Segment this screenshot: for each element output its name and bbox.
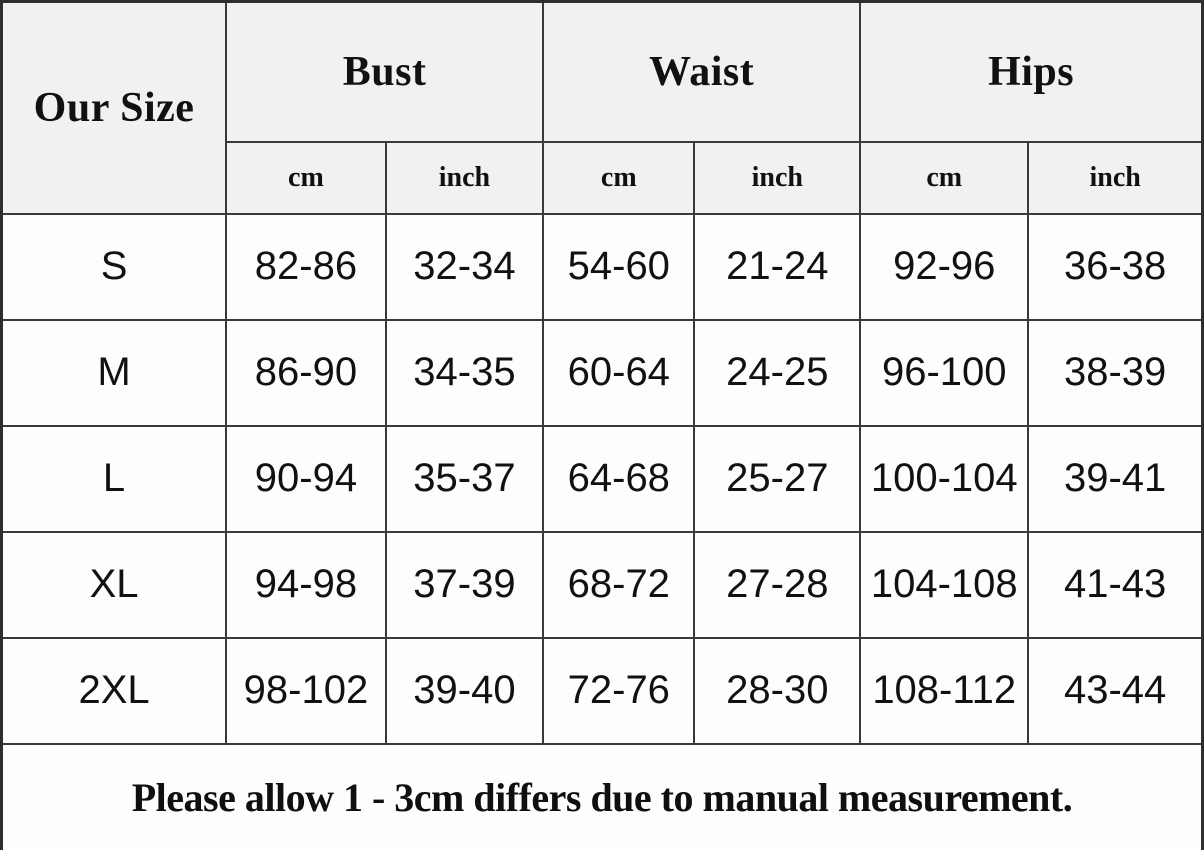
- note-row: Please allow 1 - 3cm differs due to manu…: [0, 742, 1204, 850]
- waist-cm-cell: 68-72: [542, 530, 696, 639]
- waist-cm-cell: 60-64: [542, 318, 696, 427]
- unit-header-row: cm inch cm inch cm inch: [2, 140, 1204, 215]
- waist-inch-cell: 24-25: [693, 318, 862, 427]
- hips-cm-cell: 108-112: [859, 636, 1030, 745]
- group-header-bust: Bust: [225, 0, 545, 143]
- bust-inch-cell: 34-35: [384, 318, 545, 427]
- hips-inch-cell: 38-39: [1027, 318, 1204, 427]
- unit-header-waist-inch: inch: [693, 140, 862, 215]
- table-row-m: M 86-90 34-35 60-64 24-25 96-100 38-39: [0, 318, 1204, 427]
- size-cell: M: [0, 318, 228, 427]
- bust-inch-cell: 32-34: [384, 212, 545, 321]
- bust-cm-cell: 86-90: [225, 318, 387, 427]
- waist-cm-cell: 72-76: [542, 636, 696, 745]
- table-row-xl: XL 94-98 37-39 68-72 27-28 104-108 41-43: [0, 530, 1204, 639]
- measurement-note: Please allow 1 - 3cm differs due to manu…: [0, 742, 1204, 850]
- size-cell: XL: [0, 530, 228, 639]
- waist-cm-cell: 54-60: [542, 212, 696, 321]
- waist-inch-cell: 21-24: [693, 212, 862, 321]
- bust-inch-cell: 35-37: [384, 424, 545, 533]
- hips-inch-cell: 39-41: [1027, 424, 1204, 533]
- hips-cm-cell: 92-96: [859, 212, 1030, 321]
- unit-header-hips-inch: inch: [1027, 140, 1204, 215]
- unit-header-bust-inch: inch: [384, 140, 545, 215]
- bust-inch-cell: 37-39: [384, 530, 545, 639]
- hips-inch-cell: 43-44: [1027, 636, 1204, 745]
- bust-cm-cell: 90-94: [225, 424, 387, 533]
- table-footer: Please allow 1 - 3cm differs due to manu…: [0, 742, 1204, 850]
- size-cell: 2XL: [0, 636, 228, 745]
- unit-header-bust-cm: cm: [225, 140, 387, 215]
- waist-inch-cell: 28-30: [693, 636, 862, 745]
- size-cell: S: [0, 212, 228, 321]
- waist-cm-cell: 64-68: [542, 424, 696, 533]
- waist-inch-cell: 25-27: [693, 424, 862, 533]
- bust-inch-cell: 39-40: [384, 636, 545, 745]
- table-row-s: S 82-86 32-34 54-60 21-24 92-96 36-38: [0, 212, 1204, 321]
- bust-cm-cell: 98-102: [225, 636, 387, 745]
- table-header: Our Size Bust Waist Hips cm inch cm inch…: [0, 0, 1204, 215]
- table-row-2xl: 2XL 98-102 39-40 72-76 28-30 108-112 43-…: [0, 636, 1204, 745]
- group-header-row: Our Size Bust Waist Hips: [0, 0, 1204, 215]
- hips-cm-cell: 104-108: [859, 530, 1030, 639]
- hips-cm-cell: 100-104: [859, 424, 1030, 533]
- unit-header-waist-cm: cm: [542, 140, 696, 215]
- size-cell: L: [0, 424, 228, 533]
- table-body: S 82-86 32-34 54-60 21-24 92-96 36-38 M …: [0, 212, 1204, 745]
- bust-cm-cell: 82-86: [225, 212, 387, 321]
- hips-cm-cell: 96-100: [859, 318, 1030, 427]
- hips-inch-cell: 41-43: [1027, 530, 1204, 639]
- hips-inch-cell: 36-38: [1027, 212, 1204, 321]
- unit-header-hips-cm: cm: [859, 140, 1030, 215]
- group-header-waist: Waist: [542, 0, 862, 143]
- group-header-hips: Hips: [859, 0, 1204, 143]
- bust-cm-cell: 94-98: [225, 530, 387, 639]
- table-row-l: L 90-94 35-37 64-68 25-27 100-104 39-41: [0, 424, 1204, 533]
- waist-inch-cell: 27-28: [693, 530, 862, 639]
- corner-header-our-size: Our Size: [0, 0, 228, 215]
